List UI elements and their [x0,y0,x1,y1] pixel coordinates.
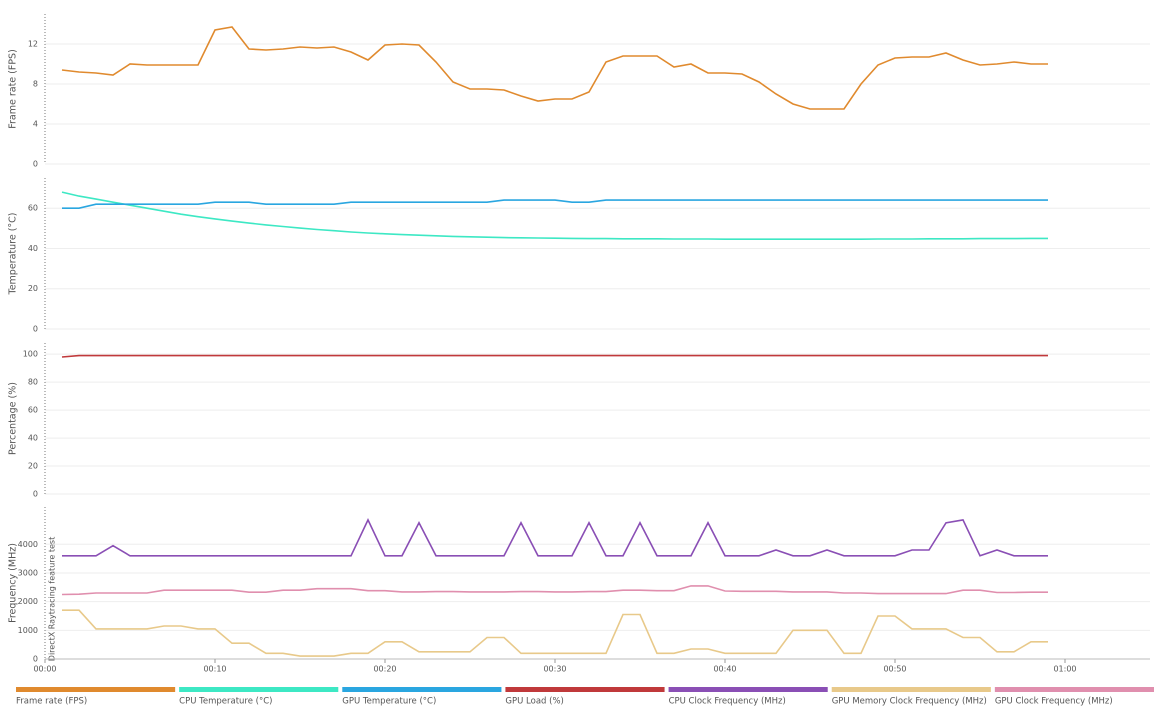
legend-swatch [179,687,339,692]
y-tick-label: 4000 [18,540,38,549]
y-tick-label: 20 [28,462,38,471]
x-tick-label: 00:40 [713,665,736,674]
x-tick-label: 00:30 [543,665,566,674]
series-line [62,609,1048,657]
y-tick-label: 8 [33,80,38,89]
legend-swatch [994,687,1154,692]
x-tick-label: 00:20 [373,665,396,674]
legend-label: CPU Clock Frequency (MHz) [669,697,786,707]
y-tick-label: 20 [28,284,38,293]
y-tick-label: 40 [28,434,38,443]
y-tick-label: 0 [33,325,38,334]
series-line [61,354,1048,358]
series-line [61,585,1048,596]
legend-swatch [668,687,828,692]
y-tick-label: 12 [28,40,38,49]
y-tick-label: 80 [28,378,38,387]
x-tick-label: 00:00 [33,665,56,674]
y-tick-label: 1000 [18,626,38,635]
legend-label: GPU Clock Frequency (MHz) [995,697,1113,707]
y-tick-label: 0 [33,655,38,664]
legend-label: GPU Temperature (°C) [342,697,436,707]
legend-swatch [16,687,176,692]
y-axis-label: Frequency (MHz) [8,543,19,623]
legend-label: GPU Memory Clock Frequency (MHz) [832,697,987,707]
legend-swatch [505,687,665,692]
y-tick-label: 0 [33,490,38,499]
series-line [62,199,1048,209]
y-tick-label: 100 [23,350,38,359]
legend-label: GPU Load (%) [505,697,563,707]
y-tick-label: 60 [28,204,38,213]
legend-swatch [342,687,502,692]
y-tick-label: 40 [28,244,38,253]
y-axis-label: Percentage (%) [8,382,19,455]
legend-swatch [831,687,991,692]
y-tick-label: 3000 [18,568,38,577]
y-tick-label: 60 [28,406,38,415]
y-tick-label: 0 [33,160,38,169]
x-tick-label: 01:00 [1053,665,1076,674]
x-tick-label: 00:10 [203,665,226,674]
y-axis-label: Frame rate (FPS) [8,49,19,129]
annotation: DirectX Raytracing feature test [48,537,57,661]
series-line [61,26,1048,110]
legend-label: Frame rate (FPS) [16,697,87,707]
y-tick-label: 2000 [18,597,38,606]
x-tick-label: 00:50 [883,665,906,674]
series-line [61,191,1048,240]
legend-label: CPU Temperature (°C) [179,697,272,707]
y-tick-label: 4 [33,120,38,129]
series-line [62,518,1048,557]
y-axis-label: Temperature (°C) [8,213,19,296]
